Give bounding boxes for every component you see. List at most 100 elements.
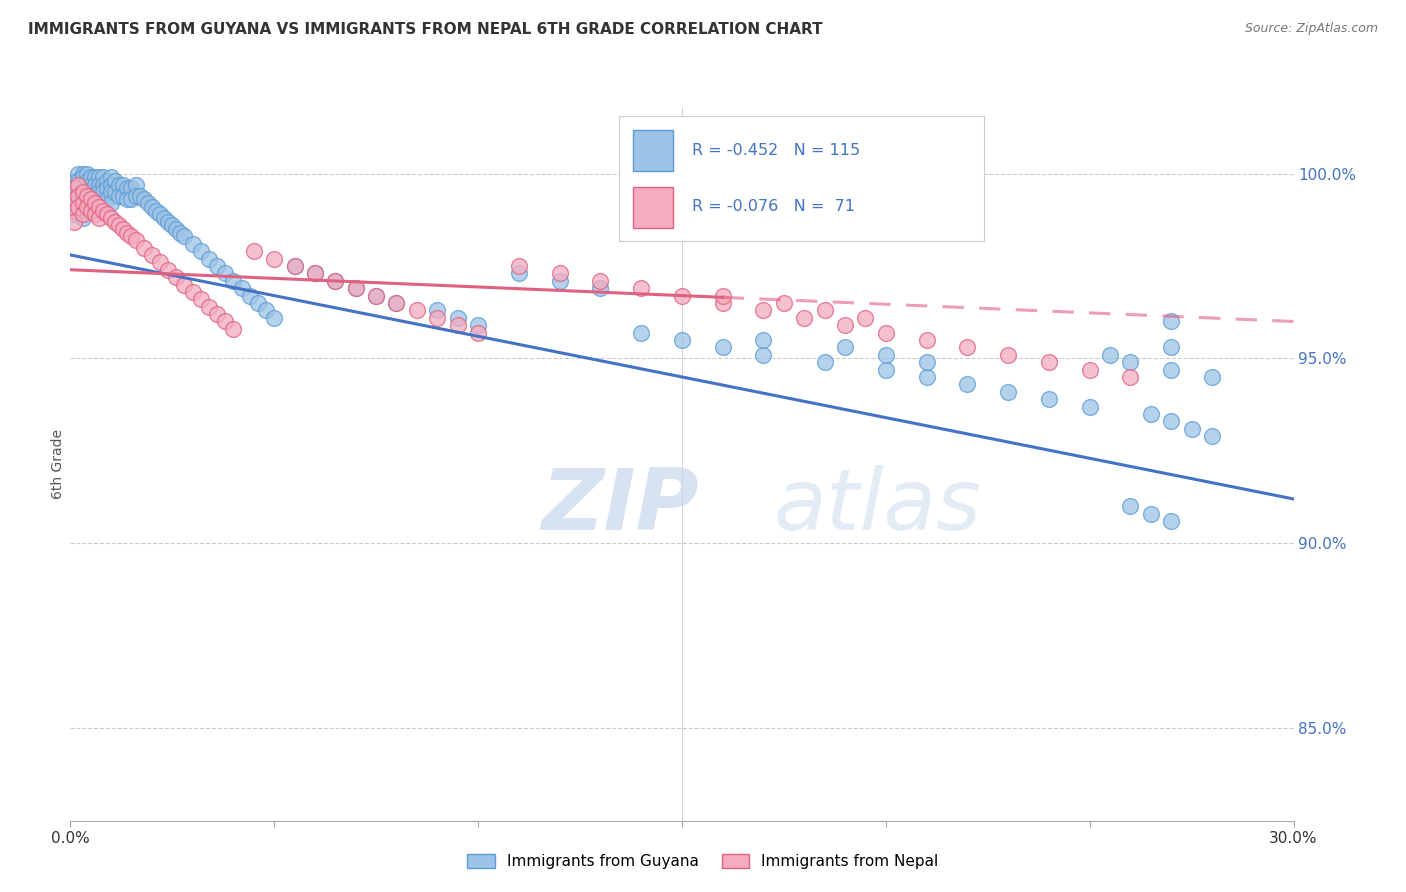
Text: ZIP: ZIP (541, 465, 699, 549)
Point (181, 285, 204, 299)
Point (165, 222, 187, 236)
Point (63, 207, 86, 221)
Point (263, 252, 285, 266)
Point (117, 181, 139, 195)
Point (128, 188, 150, 202)
Point (671, 288, 693, 302)
Point (63, 181, 86, 195)
Point (79, 185, 103, 199)
Point (793, 310, 815, 325)
Point (96, 174, 118, 188)
Point (198, 252, 221, 266)
Point (548, 274, 571, 288)
Point (1119, 355, 1142, 369)
Point (63, 181, 86, 195)
Point (108, 219, 131, 233)
Point (76, 200, 98, 214)
Point (875, 326, 897, 340)
Point (149, 255, 172, 269)
Point (366, 288, 388, 302)
Point (76, 174, 98, 188)
Point (132, 193, 155, 207)
Point (63, 174, 86, 188)
Point (997, 384, 1019, 399)
Point (190, 244, 212, 259)
Point (711, 340, 734, 354)
Point (508, 259, 530, 273)
Point (198, 300, 221, 314)
Point (214, 314, 236, 328)
Point (1201, 370, 1223, 384)
Y-axis label: 6th Grade: 6th Grade (51, 429, 65, 499)
Point (87, 196, 110, 211)
Point (72, 167, 94, 181)
Point (112, 222, 135, 236)
Point (304, 267, 326, 281)
Point (76, 185, 98, 199)
Point (1099, 348, 1122, 362)
Point (630, 281, 652, 295)
Point (124, 188, 146, 202)
Point (711, 288, 734, 302)
Point (117, 193, 139, 207)
Point (752, 303, 775, 318)
Point (104, 185, 127, 199)
Point (162, 219, 183, 233)
Point (243, 244, 266, 259)
Point (76, 188, 98, 202)
Point (671, 333, 693, 347)
Point (231, 281, 253, 295)
Point (406, 303, 429, 318)
Point (91, 178, 114, 192)
Point (67, 181, 90, 195)
Point (855, 310, 877, 325)
Point (67, 178, 90, 192)
Point (63, 193, 86, 207)
Point (141, 200, 163, 214)
Point (915, 370, 938, 384)
Point (997, 348, 1019, 362)
Point (304, 267, 326, 281)
Point (325, 274, 347, 288)
Point (136, 196, 159, 211)
Point (173, 277, 195, 292)
Point (124, 178, 146, 192)
Point (711, 296, 734, 310)
Point (589, 281, 612, 295)
Point (222, 274, 245, 288)
Point (63, 193, 86, 207)
Point (100, 170, 122, 185)
FancyBboxPatch shape (633, 187, 673, 228)
Point (447, 318, 470, 333)
Point (1078, 362, 1101, 376)
Point (214, 267, 236, 281)
Point (96, 207, 118, 221)
Point (1201, 429, 1223, 443)
Point (67, 167, 90, 181)
Point (814, 303, 837, 318)
Point (344, 281, 367, 295)
Point (246, 296, 269, 310)
Point (87, 211, 110, 225)
Point (91, 203, 114, 218)
Point (83, 196, 105, 211)
Point (263, 310, 285, 325)
Point (875, 348, 897, 362)
Point (773, 296, 796, 310)
Point (630, 326, 652, 340)
Text: IMMIGRANTS FROM GUYANA VS IMMIGRANTS FROM NEPAL 6TH GRADE CORRELATION CHART: IMMIGRANTS FROM GUYANA VS IMMIGRANTS FRO… (28, 22, 823, 37)
Point (72, 207, 94, 221)
Point (589, 274, 612, 288)
Point (112, 188, 135, 202)
Point (132, 241, 155, 255)
FancyBboxPatch shape (633, 129, 673, 171)
Point (145, 203, 167, 218)
Point (121, 229, 143, 244)
Point (366, 288, 388, 302)
Point (72, 211, 94, 225)
Point (72, 178, 94, 192)
Point (79, 170, 103, 185)
Point (548, 267, 571, 281)
Point (83, 207, 105, 221)
Point (83, 178, 105, 192)
